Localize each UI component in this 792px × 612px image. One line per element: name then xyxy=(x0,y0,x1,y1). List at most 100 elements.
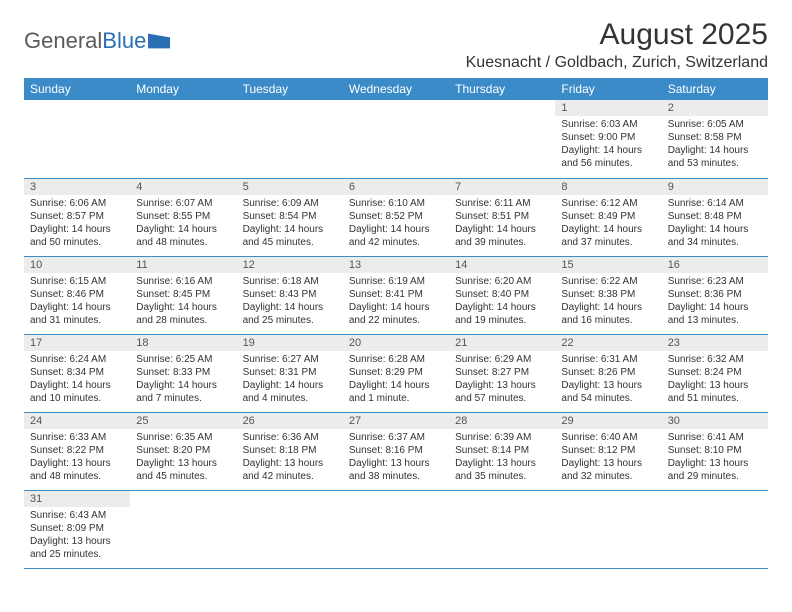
day-number: 2 xyxy=(662,100,768,116)
weekday-saturday: Saturday xyxy=(662,78,768,100)
empty-cell xyxy=(130,100,236,178)
day-cell-21: 21Sunrise: 6:29 AMSunset: 8:27 PMDayligh… xyxy=(449,334,555,412)
daylight-line: Daylight: 14 hours and 42 minutes. xyxy=(349,223,443,249)
sunrise-line: Sunrise: 6:36 AM xyxy=(243,431,337,444)
day-number: 12 xyxy=(237,257,343,273)
sunset-line: Sunset: 8:58 PM xyxy=(668,131,762,144)
daylight-line: Daylight: 14 hours and 53 minutes. xyxy=(668,144,762,170)
sunrise-line: Sunrise: 6:11 AM xyxy=(455,197,549,210)
sunset-line: Sunset: 9:00 PM xyxy=(561,131,655,144)
day-number: 4 xyxy=(130,179,236,195)
daylight-line: Daylight: 13 hours and 32 minutes. xyxy=(561,457,655,483)
day-details: Sunrise: 6:03 AMSunset: 9:00 PMDaylight:… xyxy=(555,116,661,174)
day-details: Sunrise: 6:20 AMSunset: 8:40 PMDaylight:… xyxy=(449,273,555,331)
day-number: 3 xyxy=(24,179,130,195)
location: Kuesnacht / Goldbach, Zurich, Switzerlan… xyxy=(466,54,768,72)
sunset-line: Sunset: 8:51 PM xyxy=(455,210,549,223)
daylight-line: Daylight: 14 hours and 28 minutes. xyxy=(136,301,230,327)
daylight-line: Daylight: 14 hours and 31 minutes. xyxy=(30,301,124,327)
sunrise-line: Sunrise: 6:23 AM xyxy=(668,275,762,288)
daylight-line: Daylight: 14 hours and 50 minutes. xyxy=(30,223,124,249)
sunrise-line: Sunrise: 6:15 AM xyxy=(30,275,124,288)
day-details: Sunrise: 6:37 AMSunset: 8:16 PMDaylight:… xyxy=(343,429,449,487)
day-number: 29 xyxy=(555,413,661,429)
day-number: 20 xyxy=(343,335,449,351)
day-cell-11: 11Sunrise: 6:16 AMSunset: 8:45 PMDayligh… xyxy=(130,256,236,334)
day-details: Sunrise: 6:24 AMSunset: 8:34 PMDaylight:… xyxy=(24,351,130,409)
day-details: Sunrise: 6:07 AMSunset: 8:55 PMDaylight:… xyxy=(130,195,236,253)
day-number: 11 xyxy=(130,257,236,273)
day-number: 25 xyxy=(130,413,236,429)
sunset-line: Sunset: 8:43 PM xyxy=(243,288,337,301)
weekday-sunday: Sunday xyxy=(24,78,130,100)
daylight-line: Daylight: 14 hours and 4 minutes. xyxy=(243,379,337,405)
day-cell-29: 29 Sunrise: 6:40 AMSunset: 8:12 PMDayligh… xyxy=(555,412,661,490)
day-number: 27 xyxy=(343,413,449,429)
day-number: 31 xyxy=(24,491,130,507)
sunset-line: Sunset: 8:34 PM xyxy=(30,366,124,379)
daylight-line: Daylight: 14 hours and 37 minutes. xyxy=(561,223,655,249)
day-details: Sunrise: 6:14 AMSunset: 8:48 PMDaylight:… xyxy=(662,195,768,253)
sunrise-line: Sunrise: 6:14 AM xyxy=(668,197,762,210)
day-details: Sunrise: 6:06 AMSunset: 8:57 PMDaylight:… xyxy=(24,195,130,253)
day-details: Sunrise: 6:41 AMSunset: 8:10 PMDaylight:… xyxy=(662,429,768,487)
empty-cell xyxy=(662,490,768,568)
day-cell-13: 13Sunrise: 6:19 AMSunset: 8:41 PMDayligh… xyxy=(343,256,449,334)
day-details: Sunrise: 6:15 AMSunset: 8:46 PMDaylight:… xyxy=(24,273,130,331)
daylight-line: Daylight: 14 hours and 10 minutes. xyxy=(30,379,124,405)
day-cell-8: 8Sunrise: 6:12 AMSunset: 8:49 PMDaylight… xyxy=(555,178,661,256)
day-cell-16: 16Sunrise: 6:23 AMSunset: 8:36 PMDayligh… xyxy=(662,256,768,334)
empty-cell xyxy=(449,490,555,568)
sunset-line: Sunset: 8:12 PM xyxy=(561,444,655,457)
calendar-body: 1Sunrise: 6:03 AMSunset: 9:00 PMDaylight… xyxy=(24,100,768,568)
day-number: 8 xyxy=(555,179,661,195)
day-details: Sunrise: 6:35 AMSunset: 8:20 PMDaylight:… xyxy=(130,429,236,487)
title-block: August 2025 Kuesnacht / Goldbach, Zurich… xyxy=(466,18,768,72)
day-cell-27: 27Sunrise: 6:37 AMSunset: 8:16 PMDayligh… xyxy=(343,412,449,490)
day-details: Sunrise: 6:19 AMSunset: 8:41 PMDaylight:… xyxy=(343,273,449,331)
day-details: Sunrise: 6:25 AMSunset: 8:33 PMDaylight:… xyxy=(130,351,236,409)
sunrise-line: Sunrise: 6:12 AM xyxy=(561,197,655,210)
day-cell-30: 30Sunrise: 6:41 AMSunset: 8:10 PMDayligh… xyxy=(662,412,768,490)
day-details: Sunrise: 6:43 AMSunset: 8:09 PMDaylight:… xyxy=(24,507,130,565)
empty-cell xyxy=(449,100,555,178)
header: GeneralBlue August 2025 Kuesnacht / Gold… xyxy=(24,18,768,72)
sunrise-line: Sunrise: 6:09 AM xyxy=(243,197,337,210)
calendar-row: 31Sunrise: 6:43 AMSunset: 8:09 PMDayligh… xyxy=(24,490,768,568)
logo-text-blue: Blue xyxy=(102,28,146,54)
calendar-row: 1Sunrise: 6:03 AMSunset: 9:00 PMDaylight… xyxy=(24,100,768,178)
empty-cell xyxy=(237,490,343,568)
sunset-line: Sunset: 8:41 PM xyxy=(349,288,443,301)
day-number: 14 xyxy=(449,257,555,273)
day-number: 16 xyxy=(662,257,768,273)
flag-icon xyxy=(148,33,170,49)
day-details: Sunrise: 6:23 AMSunset: 8:36 PMDaylight:… xyxy=(662,273,768,331)
sunset-line: Sunset: 8:24 PM xyxy=(668,366,762,379)
day-number: 15 xyxy=(555,257,661,273)
day-cell-6: 6Sunrise: 6:10 AMSunset: 8:52 PMDaylight… xyxy=(343,178,449,256)
day-details: Sunrise: 6:11 AMSunset: 8:51 PMDaylight:… xyxy=(449,195,555,253)
day-number: 9 xyxy=(662,179,768,195)
calendar-row: 10Sunrise: 6:15 AMSunset: 8:46 PMDayligh… xyxy=(24,256,768,334)
sunset-line: Sunset: 8:52 PM xyxy=(349,210,443,223)
sunrise-line: Sunrise: 6:40 AM xyxy=(561,431,655,444)
day-number: 23 xyxy=(662,335,768,351)
day-details: Sunrise: 6:22 AMSunset: 8:38 PMDaylight:… xyxy=(555,273,661,331)
daylight-line: Daylight: 13 hours and 45 minutes. xyxy=(136,457,230,483)
day-number: 13 xyxy=(343,257,449,273)
sunset-line: Sunset: 8:46 PM xyxy=(30,288,124,301)
sunset-line: Sunset: 8:54 PM xyxy=(243,210,337,223)
calendar-row: 17Sunrise: 6:24 AMSunset: 8:34 PMDayligh… xyxy=(24,334,768,412)
day-cell-12: 12Sunrise: 6:18 AMSunset: 8:43 PMDayligh… xyxy=(237,256,343,334)
daylight-line: Daylight: 13 hours and 51 minutes. xyxy=(668,379,762,405)
sunrise-line: Sunrise: 6:35 AM xyxy=(136,431,230,444)
day-cell-2: 2Sunrise: 6:05 AMSunset: 8:58 PMDaylight… xyxy=(662,100,768,178)
daylight-line: Daylight: 13 hours and 42 minutes. xyxy=(243,457,337,483)
day-cell-25: 25Sunrise: 6:35 AMSunset: 8:20 PMDayligh… xyxy=(130,412,236,490)
day-number: 24 xyxy=(24,413,130,429)
day-number: 21 xyxy=(449,335,555,351)
day-cell-14: 14Sunrise: 6:20 AMSunset: 8:40 PMDayligh… xyxy=(449,256,555,334)
sunset-line: Sunset: 8:20 PM xyxy=(136,444,230,457)
daylight-line: Daylight: 14 hours and 25 minutes. xyxy=(243,301,337,327)
sunset-line: Sunset: 8:09 PM xyxy=(30,522,124,535)
